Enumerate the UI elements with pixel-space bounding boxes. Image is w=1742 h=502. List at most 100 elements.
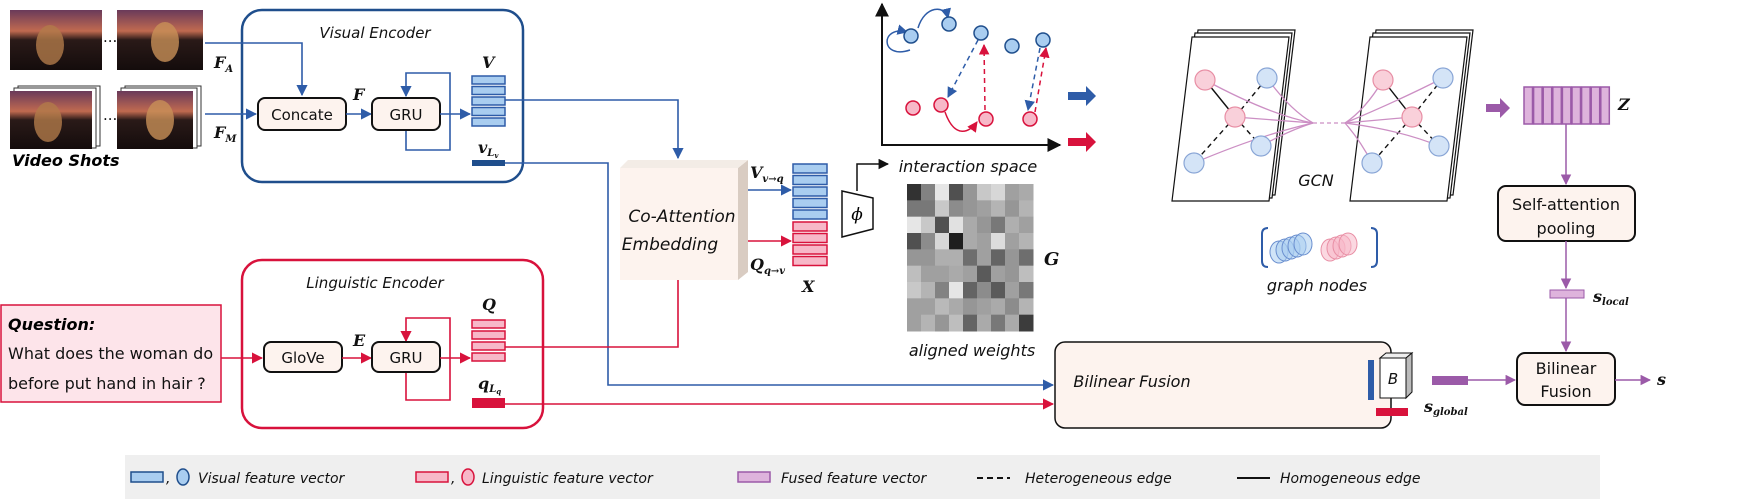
- pooling-label-line1: Self-attention: [1512, 195, 1620, 214]
- weight-cell: [921, 265, 936, 283]
- fused-feature-bar: [1542, 86, 1553, 125]
- question-text-line2: before put hand in hair ?: [8, 374, 206, 393]
- legend-linguistic-bar: [415, 471, 449, 483]
- visual-node: [973, 25, 989, 41]
- v-feature-stack: [471, 75, 506, 127]
- weight-cell: [977, 249, 992, 267]
- weight-cell: [991, 249, 1006, 267]
- co-attention-embedding: Co-Attention Embedding: [620, 160, 748, 280]
- weight-cell: [907, 314, 922, 332]
- woman-figure: [151, 22, 179, 62]
- weight-cell: [907, 200, 922, 218]
- weight-cell: [991, 200, 1006, 218]
- linguistic-node: [1022, 111, 1038, 127]
- weight-cell: [949, 282, 964, 299]
- q-feature-stack: [471, 319, 506, 362]
- weight-cell: [963, 282, 978, 299]
- weight-cell: [921, 233, 936, 250]
- weight-cell: [963, 314, 978, 332]
- legend-linguistic-label: Linguistic feature vector: [482, 471, 654, 487]
- linguistic-node: [905, 100, 921, 116]
- weight-cell: [991, 282, 1006, 299]
- aligned-weights-matrix: [907, 184, 1034, 332]
- weight-cell: [963, 184, 978, 201]
- weight-cell: [921, 249, 936, 267]
- v-vq-label: Vv→q: [750, 163, 784, 185]
- weight-cell: [921, 200, 936, 218]
- weight-cell: [935, 200, 950, 218]
- weight-cell: [977, 282, 992, 299]
- linguistic-input-bar: [1376, 408, 1408, 416]
- fused-arrow: [1486, 98, 1510, 118]
- weight-cell: [1005, 314, 1020, 332]
- svg-text:,: ,: [451, 471, 455, 487]
- weight-cell: [977, 298, 992, 316]
- fa-label: FA: [213, 53, 233, 75]
- svg-text:,: ,: [166, 471, 170, 487]
- weight-cell: [963, 265, 978, 283]
- weight-cell: [935, 216, 950, 234]
- visual-feature-bar: [792, 163, 828, 174]
- weight-cell: [1019, 282, 1034, 299]
- visual-encoder-title: Visual Encoder: [319, 24, 431, 42]
- weight-cell: [921, 282, 936, 299]
- q-qv-label: Qq→v: [750, 255, 785, 277]
- weight-cell: [963, 216, 978, 234]
- weight-cell: [1019, 249, 1034, 267]
- graph-nodes-legend: graph nodes: [1261, 227, 1378, 295]
- ql-label: qLq: [478, 374, 501, 396]
- weight-cell: [935, 233, 950, 250]
- weight-cell: [949, 314, 964, 332]
- visual-feature-bar: [471, 85, 506, 96]
- weight-cell: [949, 249, 964, 267]
- q-label: Q: [482, 295, 496, 314]
- gcn-block: GCN: [1171, 29, 1474, 202]
- legend-fused-label: Fused feature vector: [781, 471, 928, 487]
- glove-label: GloVe: [281, 349, 324, 367]
- s-global-vector: [1432, 376, 1468, 385]
- g-label: G: [1044, 249, 1059, 270]
- vl-vector: [472, 160, 505, 166]
- bilinear-fusion-block: Bilinear Fusion B: [1054, 341, 1414, 429]
- video-shots: ... ... Video Shots: [10, 10, 203, 170]
- weight-cell: [1005, 249, 1020, 267]
- bilinear-fusion-label: Bilinear Fusion: [1073, 372, 1190, 391]
- s-output-label: s: [1656, 370, 1666, 389]
- weight-cell: [907, 282, 922, 299]
- weight-cell: [949, 298, 964, 316]
- fused-feature-bar: [1590, 86, 1601, 125]
- weight-cell: [949, 233, 964, 250]
- weight-cell: [977, 314, 992, 332]
- pooling-label-line2: pooling: [1537, 219, 1596, 238]
- weight-cell: [935, 265, 950, 283]
- interaction-space-plot: interaction space: [875, 2, 1062, 176]
- linguistic-feature-bar: [471, 352, 506, 362]
- interaction-space-label: interaction space: [899, 157, 1038, 176]
- bilinear-final-label-line2: Fusion: [1540, 382, 1591, 401]
- co-attention-title-line1: Co-Attention: [628, 207, 735, 227]
- ellipsis: ...: [103, 28, 117, 46]
- weight-cell: [1019, 184, 1034, 201]
- weight-cell: [991, 265, 1006, 283]
- ellipsis: ...: [103, 106, 117, 124]
- gru-box-linguistic: [371, 341, 441, 373]
- weight-cell: [907, 265, 922, 283]
- bilinear-tensor-cube: [1379, 357, 1407, 399]
- weight-cell: [963, 249, 978, 267]
- x-feature-stack: [792, 163, 828, 267]
- weight-cell: [977, 265, 992, 283]
- fused-feature-bar: [1552, 86, 1563, 125]
- visual-feature-bar: [471, 106, 506, 117]
- linguistic-feature-bar: [792, 255, 828, 267]
- phi-label: ϕ: [851, 205, 863, 225]
- weight-cell: [949, 265, 964, 283]
- visual-node: [941, 16, 957, 32]
- s-local-vector: [1549, 289, 1585, 299]
- graph-nodes-label: graph nodes: [1267, 276, 1367, 295]
- weight-cell: [1005, 282, 1020, 299]
- weight-cell: [977, 200, 992, 218]
- weight-cell: [1005, 265, 1020, 283]
- legend-visual-node: [176, 468, 190, 486]
- weight-cell: [935, 184, 950, 201]
- aligned-weights-label: aligned weights: [909, 341, 1035, 360]
